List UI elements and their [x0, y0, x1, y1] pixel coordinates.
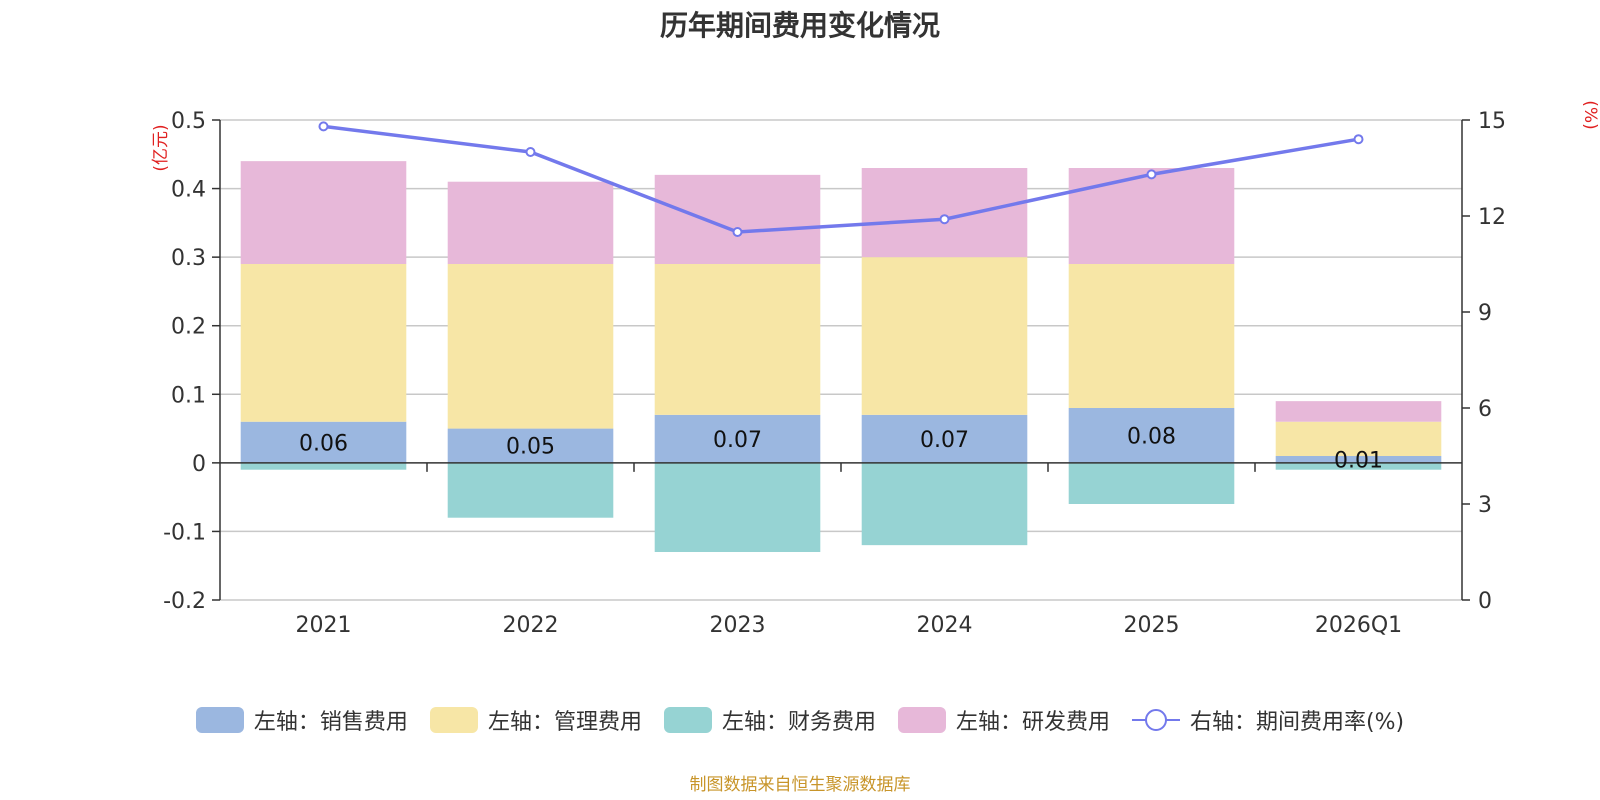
- legend-swatch: [429, 707, 478, 733]
- bar-segment: [447, 462, 614, 518]
- legend-item[interactable]: 左轴：销售费用: [195, 704, 408, 736]
- x-axis-tick-label: 2022: [503, 613, 559, 638]
- data-label: 0.07: [713, 428, 762, 453]
- rate-point: [318, 121, 329, 132]
- data-label: 0.06: [299, 431, 348, 456]
- rate-point: [939, 214, 950, 225]
- bar-segment: [447, 428, 614, 463]
- bars: [240, 161, 1442, 552]
- bar-segment: [240, 264, 407, 422]
- left-axis-tick-label: -0.2: [163, 589, 206, 614]
- data-label: 0.05: [506, 435, 555, 460]
- data-label: 0.08: [1127, 424, 1176, 449]
- legend-swatch: [897, 707, 946, 733]
- bar-segment: [240, 462, 407, 470]
- rate-point: [525, 147, 536, 157]
- bar-segment: [1068, 408, 1235, 463]
- rate-line: [318, 121, 1364, 237]
- left-axis-tick-label: 0.2: [171, 315, 206, 340]
- bar-segment: [654, 264, 821, 415]
- bar-segment: [654, 462, 821, 552]
- bar-segment: [1275, 456, 1442, 463]
- bar-segment: [447, 181, 614, 264]
- x-axis-tick-label: 2021: [296, 613, 352, 638]
- legend-swatch: [195, 707, 244, 733]
- legend-item[interactable]: 左轴：财务费用: [663, 704, 876, 736]
- bar-segment: [654, 414, 821, 463]
- bar-segment: [1275, 421, 1442, 456]
- legend-swatch: [663, 707, 712, 733]
- legend-label: 左轴：销售费用: [253, 710, 408, 735]
- grid-lines: [220, 119, 1462, 601]
- left-axis-tick-label: 0: [192, 452, 206, 477]
- left-axis-tick-label: 0.3: [171, 246, 206, 271]
- bar-segment: [861, 257, 1028, 415]
- legend-label: 左轴：研发费用: [955, 710, 1110, 735]
- right-axis-tick-label: 3: [1478, 493, 1492, 518]
- legend-label: 左轴：管理费用: [487, 710, 642, 735]
- rate-point: [1146, 169, 1157, 180]
- left-axis-unit: (亿元): [151, 124, 171, 171]
- right-axis-tick-label: 0: [1478, 589, 1492, 614]
- data-labels: 0.06 0.05 0.07 0.07 0.08 0.01: [299, 424, 1383, 473]
- bar-segment: [861, 414, 1028, 463]
- legend: 左轴：销售费用 左轴：管理费用 左轴：财务费用 左轴：研发费用 右轴：期间费用率(%): [0, 700, 1600, 740]
- right-axis-tick-label: 15: [1478, 109, 1506, 134]
- right-axis-tick-label: 12: [1478, 205, 1506, 230]
- left-axis-tick-label: 0.5: [171, 109, 206, 134]
- legend-item[interactable]: 左轴：研发费用: [897, 704, 1110, 736]
- legend-line-icon: [1131, 709, 1180, 731]
- legend-item[interactable]: 左轴：管理费用: [429, 704, 642, 736]
- bar-segment: [861, 168, 1028, 258]
- data-label: 0.01: [1334, 448, 1383, 473]
- right-axis-unit: (%): [1580, 100, 1600, 129]
- legend-label: 左轴：财务费用: [721, 710, 876, 735]
- rate-point: [1353, 134, 1364, 145]
- left-axis-tick-label: 0.1: [171, 383, 206, 408]
- chart-title: 历年期间费用变化情况: [659, 9, 940, 42]
- legend-label: 右轴：期间费用率(%): [1189, 710, 1405, 735]
- bar-segment: [1068, 462, 1235, 504]
- x-axis-tick-label: 2023: [710, 613, 766, 638]
- x-axis-tick-label: 2026Q1: [1315, 613, 1402, 638]
- bar-segment: [1275, 462, 1442, 470]
- bar-segment: [447, 264, 614, 429]
- x-axis-tick-label: 2025: [1124, 613, 1180, 638]
- data-label: 0.07: [920, 428, 969, 453]
- bar-segment: [861, 462, 1028, 546]
- bar-segment: [654, 174, 821, 264]
- left-axis-tick-label: -0.1: [163, 520, 206, 545]
- right-axis-tick-label: 9: [1478, 301, 1492, 326]
- bar-segment: [240, 161, 407, 264]
- bar-segment: [1275, 401, 1442, 422]
- chart-plot: 0.5 0.4 0.3 0.2 0.1 0 -0.1 -0.2 15 12 9 6 3 0 2021 2022…: [151, 100, 1600, 638]
- right-axis-tick-label: 6: [1478, 397, 1492, 422]
- bar-segment: [240, 421, 407, 463]
- rate-point: [732, 227, 743, 237]
- axes: 0.5 0.4 0.3 0.2 0.1 0 -0.1 -0.2 15 12 9 6 3 0 2021 2022…: [163, 109, 1506, 638]
- x-axis-tick-label: 2024: [917, 613, 973, 638]
- bar-segment: [1068, 264, 1235, 408]
- rate-line-path: [323, 124, 1359, 234]
- legend-item[interactable]: 右轴：期间费用率(%): [1131, 704, 1405, 736]
- source-note: 制图数据来自恒生聚源数据库: [689, 775, 911, 795]
- left-axis-tick-label: 0.4: [171, 178, 206, 203]
- bar-segment: [1068, 168, 1235, 264]
